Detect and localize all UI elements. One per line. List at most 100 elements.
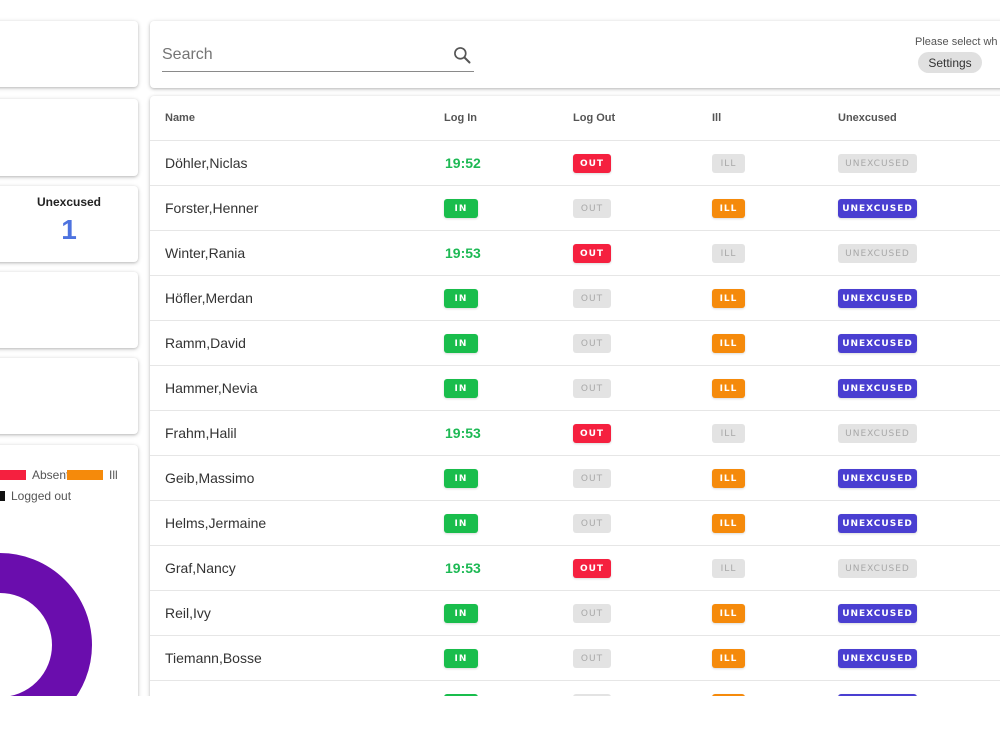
settings-hint: Please select wh: [915, 36, 998, 48]
table-row: Hammer,Nevia IN OUT ILL UNEXCUSED: [150, 366, 1000, 411]
header-login: Log In: [444, 112, 477, 124]
settings-button[interactable]: Settings: [918, 52, 982, 73]
unexcused-button[interactable]: UNEXCUSED: [838, 289, 917, 308]
table-row: Forster,Henner IN OUT ILL UNEXCUSED: [150, 186, 1000, 231]
donut-chart: [0, 553, 92, 705]
attendance-chart-card: Absent Ill Logged out: [0, 445, 138, 705]
unexcused-button[interactable]: UNEXCUSED: [838, 649, 917, 668]
table-row: Graf,Nancy 19:53 OUT ILL UNEXCUSED: [150, 546, 1000, 591]
ill-button[interactable]: ILL: [712, 514, 745, 533]
unexcused-summary-card: Unexcused 1: [0, 186, 138, 262]
search-field: [162, 41, 474, 72]
ill-button[interactable]: ILL: [712, 604, 745, 623]
student-name: Graf,Nancy: [165, 560, 236, 576]
unexcused-summary-count: 1: [61, 214, 77, 245]
student-name: Höfler,Merdan: [165, 290, 253, 306]
logout-button[interactable]: OUT: [573, 244, 611, 263]
login-button[interactable]: IN: [444, 469, 478, 488]
login-time: 19:52: [445, 155, 481, 171]
search-input[interactable]: [162, 41, 442, 69]
ill-swatch: [67, 470, 103, 480]
ill-button[interactable]: ILL: [712, 559, 745, 578]
login-time: 19:53: [445, 560, 481, 576]
unexcused-button[interactable]: UNEXCUSED: [838, 469, 917, 488]
ill-button[interactable]: ILL: [712, 244, 745, 263]
logged-out-swatch: [0, 491, 5, 501]
login-button[interactable]: IN: [444, 379, 478, 398]
unexcused-button[interactable]: UNEXCUSED: [838, 514, 917, 533]
ill-button[interactable]: ILL: [712, 469, 745, 488]
logout-button[interactable]: OUT: [573, 154, 611, 173]
login-button[interactable]: IN: [444, 604, 478, 623]
student-name: Winter,Rania: [165, 245, 246, 261]
header-name: Name: [165, 112, 195, 124]
legend-ill-label: Ill: [109, 468, 118, 482]
table-row: Höfler,Merdan IN OUT ILL UNEXCUSED: [150, 276, 1000, 321]
logout-button[interactable]: OUT: [573, 559, 611, 578]
ill-button[interactable]: ILL: [712, 289, 745, 308]
table-row: Frahm,Halil 19:53 OUT ILL UNEXCUSED: [150, 411, 1000, 456]
logout-button[interactable]: OUT: [573, 199, 611, 218]
logout-button[interactable]: OUT: [573, 649, 611, 668]
ill-button[interactable]: ILL: [712, 379, 745, 398]
logout-button[interactable]: OUT: [573, 289, 611, 308]
student-name: Reil,Ivy: [165, 605, 211, 621]
summary-card-1: [0, 21, 138, 87]
table-row: Geib,Massimo IN OUT ILL UNEXCUSED: [150, 456, 1000, 501]
login-time: 19:53: [445, 245, 481, 261]
student-name: Geib,Massimo: [165, 470, 255, 486]
legend-absent: Absent: [0, 468, 69, 482]
ill-button[interactable]: ILL: [712, 424, 745, 443]
legend-absent-label: Absent: [32, 468, 70, 482]
donut-segment-present: [0, 553, 92, 705]
table-row: Helms,Jermaine IN OUT ILL UNEXCUSED: [150, 501, 1000, 546]
student-name: Frahm,Halil: [165, 425, 237, 441]
logout-button[interactable]: OUT: [573, 604, 611, 623]
table-row: Ramm,David IN OUT ILL UNEXCUSED: [150, 321, 1000, 366]
summary-card-5: [0, 358, 138, 434]
login-button[interactable]: IN: [444, 649, 478, 668]
login-button[interactable]: IN: [444, 514, 478, 533]
student-name: Forster,Henner: [165, 200, 259, 216]
logout-button[interactable]: OUT: [573, 424, 611, 443]
unexcused-button[interactable]: UNEXCUSED: [838, 559, 917, 578]
ill-button[interactable]: ILL: [712, 334, 745, 353]
table-row: Reil,Ivy IN OUT ILL UNEXCUSED: [150, 591, 1000, 636]
unexcused-button[interactable]: UNEXCUSED: [838, 244, 917, 263]
logout-button[interactable]: OUT: [573, 514, 611, 533]
unexcused-button[interactable]: UNEXCUSED: [838, 379, 917, 398]
student-name: Helms,Jermaine: [165, 515, 267, 531]
table-row: Winter,Rania 19:53 OUT ILL UNEXCUSED: [150, 231, 1000, 276]
header-unexcused: Unexcused: [838, 112, 897, 124]
unexcused-button[interactable]: UNEXCUSED: [838, 334, 917, 353]
ill-button[interactable]: ILL: [712, 649, 745, 668]
page-bottom: [0, 696, 1000, 750]
logout-button[interactable]: OUT: [573, 379, 611, 398]
student-name: Döhler,Niclas: [165, 155, 248, 171]
unexcused-summary-title: Unexcused: [36, 195, 102, 209]
unexcused-button[interactable]: UNEXCUSED: [838, 154, 917, 173]
student-name: Hammer,Nevia: [165, 380, 258, 396]
login-button[interactable]: IN: [444, 199, 478, 218]
login-time: 19:53: [445, 425, 481, 441]
absent-swatch: [0, 470, 26, 480]
search-icon[interactable]: [452, 45, 472, 65]
search-card: Please select wh Settings: [150, 21, 1000, 88]
header-ill: Ill: [712, 112, 722, 124]
login-button[interactable]: IN: [444, 289, 478, 308]
legend-logged-out: Logged out: [0, 489, 71, 503]
unexcused-button[interactable]: UNEXCUSED: [838, 199, 917, 218]
logout-button[interactable]: OUT: [573, 469, 611, 488]
summary-card-4: [0, 272, 138, 348]
legend-ill: Ill: [67, 468, 118, 482]
legend-logged-out-label: Logged out: [11, 489, 72, 503]
table-header-row: Name Log In Log Out Ill Unexcused: [150, 96, 1000, 141]
unexcused-button[interactable]: UNEXCUSED: [838, 604, 917, 623]
ill-button[interactable]: ILL: [712, 199, 745, 218]
unexcused-button[interactable]: UNEXCUSED: [838, 424, 917, 443]
ill-button[interactable]: ILL: [712, 154, 745, 173]
login-button[interactable]: IN: [444, 334, 478, 353]
header-logout: Log Out: [573, 112, 616, 124]
table-row: Tiemann,Bosse IN OUT ILL UNEXCUSED: [150, 636, 1000, 681]
logout-button[interactable]: OUT: [573, 334, 611, 353]
